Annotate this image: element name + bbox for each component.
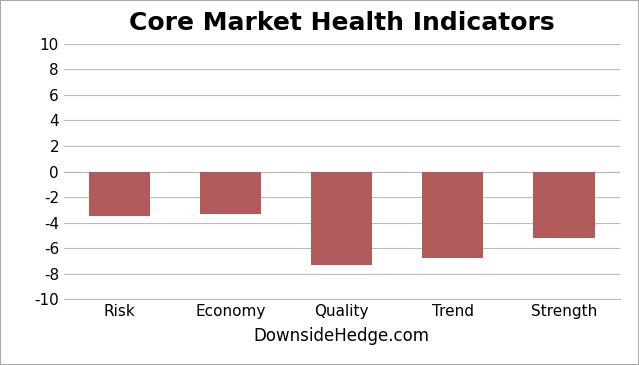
Bar [89, 172, 150, 216]
Bar [311, 172, 373, 265]
Bar [422, 172, 484, 258]
X-axis label: DownsideHedge.com: DownsideHedge.com [254, 327, 430, 346]
Bar [534, 172, 594, 238]
Bar [200, 172, 261, 214]
Title: Core Market Health Indicators: Core Market Health Indicators [129, 11, 555, 35]
